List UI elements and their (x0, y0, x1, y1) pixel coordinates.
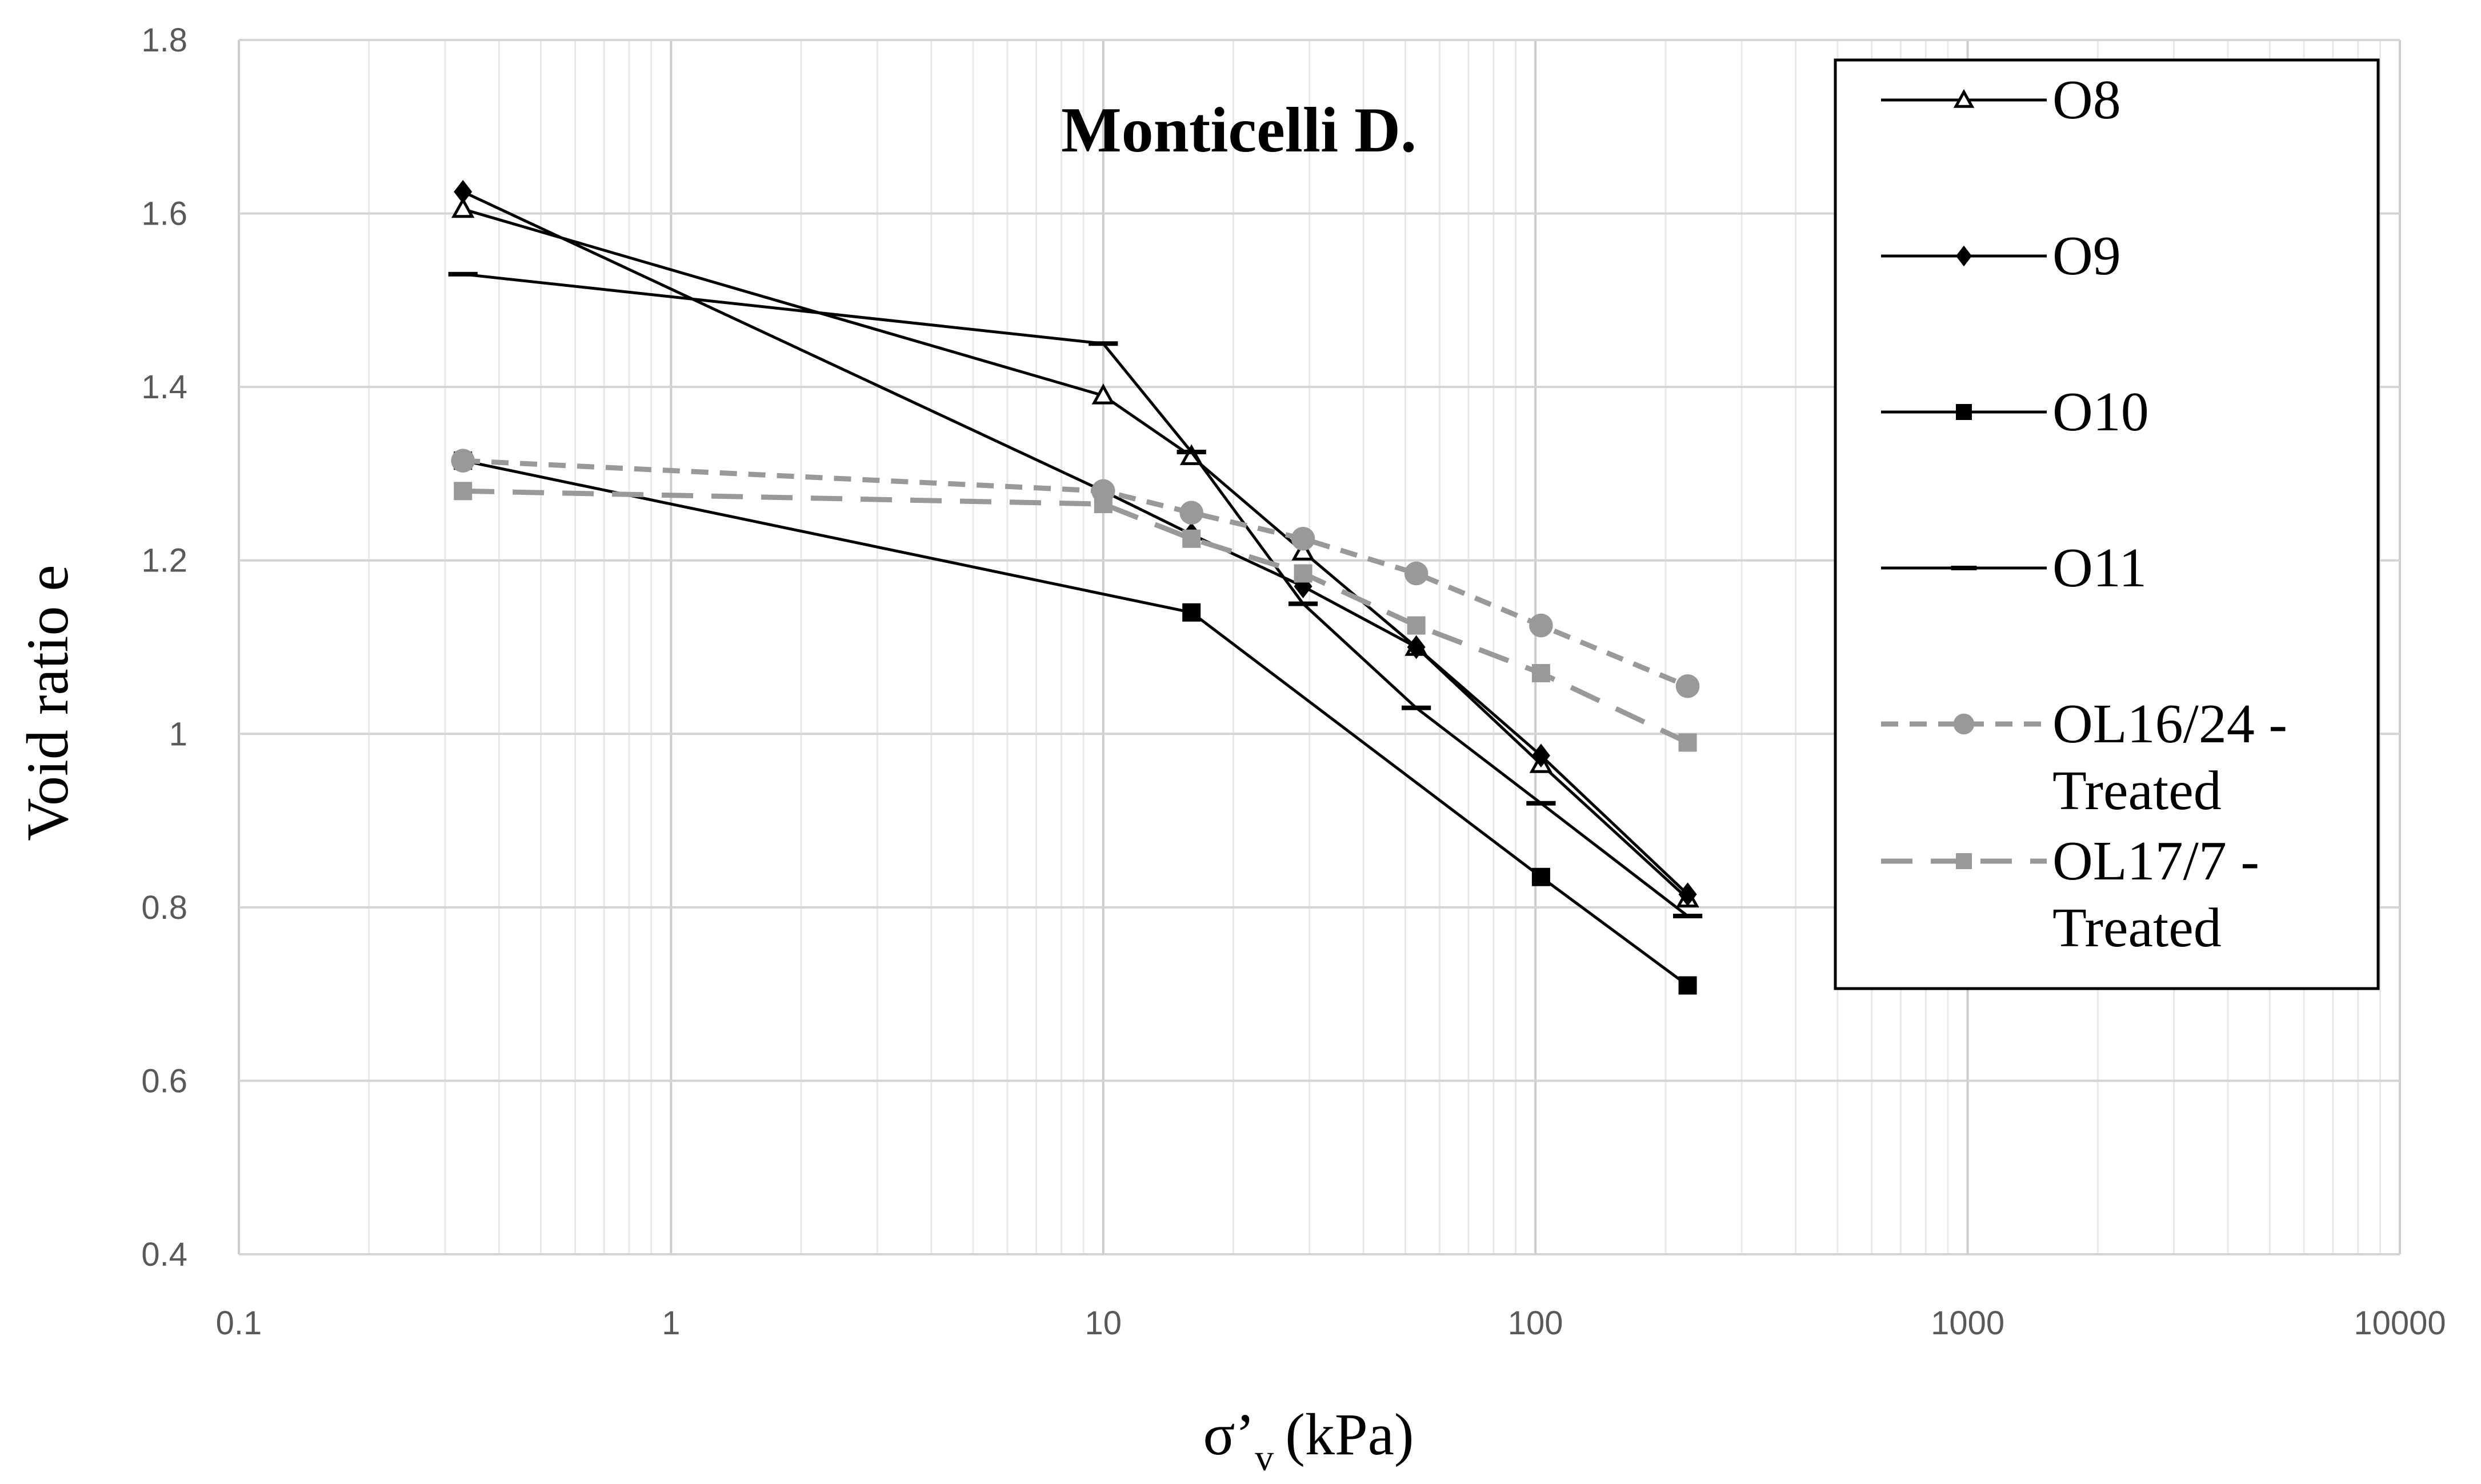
legend-label: OL16/24 - (2052, 693, 2287, 755)
y-tick-label: 1.6 (141, 195, 187, 233)
data-point (1089, 341, 1118, 346)
data-point (454, 482, 473, 501)
data-point (1678, 733, 1697, 752)
series-6 (454, 482, 1697, 752)
data-point (1094, 495, 1113, 514)
x-axis-unit: (kPa) (1285, 1402, 1414, 1467)
x-tick-label: 1000 (1931, 1305, 2004, 1342)
data-point (1182, 603, 1201, 622)
data-point (1291, 526, 1315, 551)
series-5 (451, 449, 1700, 698)
data-point (451, 449, 475, 473)
data-point (1182, 529, 1201, 548)
legend-swatch-marker (1953, 713, 1975, 735)
data-point (1526, 801, 1556, 806)
legend-entry: O9 (1881, 225, 2121, 287)
grid (238, 39, 2401, 1255)
data-point (1294, 564, 1312, 583)
x-tick-label: 1 (662, 1305, 680, 1342)
legend-label: Treated (2052, 897, 2222, 959)
legend-label: O8 (2052, 69, 2121, 131)
x-axis-subscript: v (1255, 1437, 1274, 1479)
y-tick-label: 0.4 (141, 1236, 187, 1273)
legend-entry: O11 (1881, 537, 2147, 599)
data-point (1091, 383, 1115, 405)
legend-label: OL17/7 - (2052, 830, 2259, 892)
data-point (1179, 501, 1203, 525)
y-tick-label: 1 (169, 715, 187, 753)
tick-labels: 0.1 1 10 100 1000 10000 0.4 0.6 0.8 1 1.2 1.4 1.6 1.8 (141, 22, 2446, 1342)
legend-label: O10 (2052, 381, 2149, 443)
legend-label: O11 (2052, 537, 2147, 599)
data-point (1531, 664, 1550, 683)
y-tick-label: 1.8 (141, 22, 187, 59)
data-point (451, 197, 475, 218)
legend-swatch-marker (1956, 245, 1972, 267)
data-point (1675, 674, 1700, 698)
legend-entry: OL16/24 -Treated (1881, 693, 2287, 822)
legend-swatch-marker (1956, 853, 1972, 869)
y-tick-label: 0.8 (141, 889, 187, 926)
data-point (1672, 914, 1703, 919)
data-point (1288, 601, 1318, 606)
data-point (1407, 616, 1426, 635)
data-point (1291, 539, 1315, 561)
data-point (1529, 613, 1553, 638)
y-tick-label: 1.2 (141, 542, 187, 579)
x-tick-label: 0.1 (216, 1305, 262, 1342)
legend-swatch-marker (1953, 89, 1975, 108)
data-point (1407, 635, 1426, 659)
legend-box (1834, 58, 2380, 990)
data-point (1402, 705, 1431, 710)
y-axis-title: Void ratio e (15, 565, 81, 841)
data-point (1531, 867, 1550, 886)
series-4 (448, 271, 1703, 919)
legend-entry: O10 (1881, 381, 2149, 443)
data-point (454, 179, 473, 204)
legend-entry: O8 (1881, 69, 2121, 131)
data-point (1177, 449, 1206, 454)
legend-swatch-marker (1951, 566, 1977, 570)
legend-entry: OL17/7 -Treated (1881, 830, 2259, 959)
data-point (1404, 561, 1428, 586)
data-point (1531, 743, 1550, 768)
data-point (1678, 882, 1697, 906)
legend-swatch-marker (1956, 404, 1972, 420)
y-tick-label: 1.4 (141, 369, 187, 406)
series-line (462, 459, 1689, 987)
x-tick-label: 10 (1085, 1305, 1122, 1342)
legend-label: O9 (2052, 225, 2121, 287)
x-tick-label: 100 (1508, 1305, 1563, 1342)
x-axis-sigma: σ’ (1203, 1402, 1255, 1467)
series-layer (448, 179, 1703, 995)
data-point (1678, 976, 1697, 995)
x-axis-title: σ’v (kPa) (1203, 1402, 1414, 1479)
data-point (448, 271, 478, 277)
chart-title: Monticelli D. (1061, 95, 1416, 166)
y-tick-label: 0.6 (141, 1062, 187, 1099)
legend-label: Treated (2052, 760, 2222, 822)
x-tick-label: 10000 (2354, 1305, 2446, 1342)
